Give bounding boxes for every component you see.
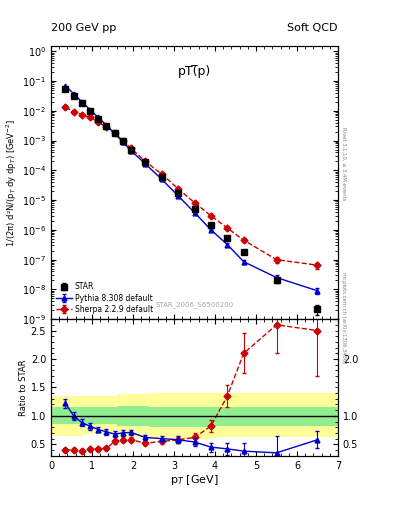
Text: STAR_2006_S6500200: STAR_2006_S6500200	[156, 302, 233, 308]
Text: Rivet 3.1.10, ≥ 3.4M events: Rivet 3.1.10, ≥ 3.4M events	[342, 127, 346, 201]
Legend: STAR, Pythia 8.308 default, Sherpa 2.2.9 default: STAR, Pythia 8.308 default, Sherpa 2.2.9…	[55, 281, 154, 315]
Text: 200 GeV pp: 200 GeV pp	[51, 23, 116, 33]
Text: mcplots.cern.ch [arXiv:1306.3436]: mcplots.cern.ch [arXiv:1306.3436]	[342, 272, 346, 363]
X-axis label: p$_T$ [GeV]: p$_T$ [GeV]	[170, 473, 219, 487]
Text: pT(̅p): pT(̅p)	[178, 65, 211, 78]
Y-axis label: Ratio to STAR: Ratio to STAR	[19, 359, 28, 416]
Y-axis label: 1/(2π) d²N/(p$_T$ dy dp$_T$) [GeV$^{-2}$]: 1/(2π) d²N/(p$_T$ dy dp$_T$) [GeV$^{-2}$…	[5, 118, 19, 247]
Text: Soft QCD: Soft QCD	[288, 23, 338, 33]
